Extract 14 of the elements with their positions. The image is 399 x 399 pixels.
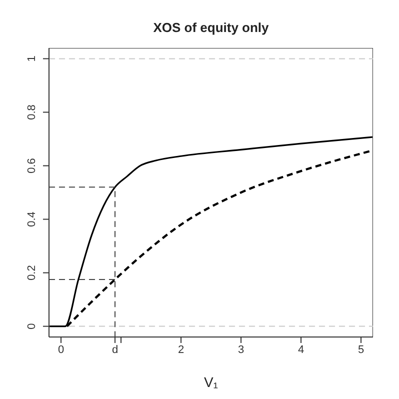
x-tick-label: d [112,344,118,356]
y-tick-label: 0.2 [26,265,38,280]
y-tick-label: 0.8 [26,104,38,120]
y-tick-label: 0 [26,323,38,330]
chart-title: XOS of equity only [152,20,270,35]
x-tick-label: 3 [238,344,244,356]
x-axis-title: V₁ [204,374,218,390]
x-tick-label: 4 [298,344,304,356]
x-tick-label: 0 [58,344,64,356]
y-tick-label: 0.6 [26,158,38,174]
y-tick-label: 0.4 [26,212,38,227]
x-tick-label: 5 [358,344,364,356]
y-tick-label: 1 [26,56,38,62]
x-tick-label: 2 [178,344,184,356]
